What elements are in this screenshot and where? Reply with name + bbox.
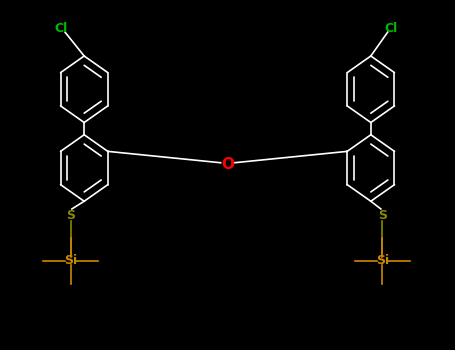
Text: S: S — [66, 209, 75, 222]
Text: Cl: Cl — [55, 21, 68, 35]
Text: O: O — [221, 157, 234, 172]
Text: Si: Si — [376, 254, 389, 267]
Text: Cl: Cl — [384, 21, 398, 35]
Text: S: S — [378, 209, 387, 222]
Text: Si: Si — [64, 254, 77, 267]
